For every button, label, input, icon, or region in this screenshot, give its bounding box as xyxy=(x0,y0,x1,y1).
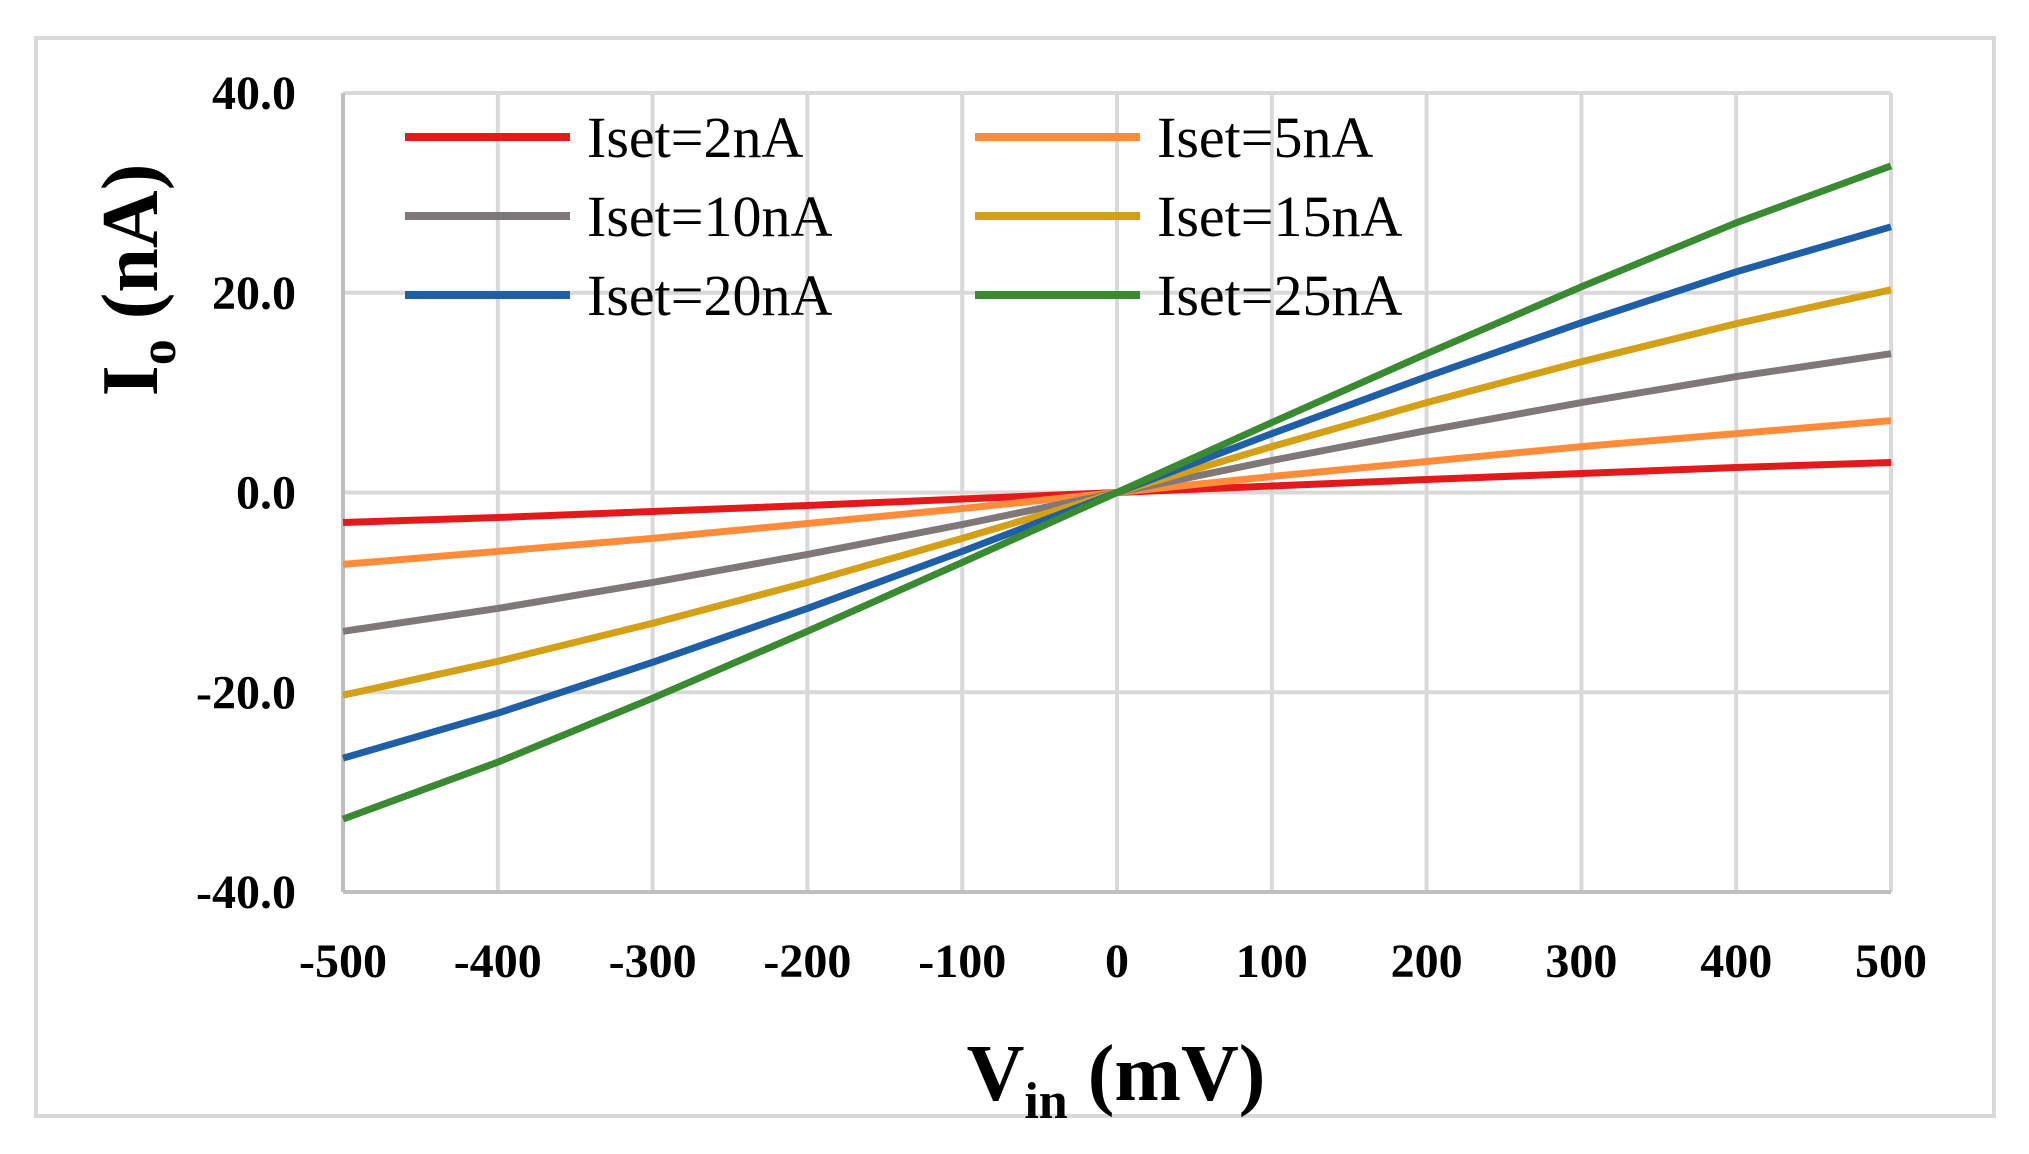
axes xyxy=(341,93,1891,894)
x-axis-title-sub: in xyxy=(1024,1073,1067,1130)
x-axis-title-unit: (mV) xyxy=(1068,1030,1266,1118)
y-tick-label: -20.0 xyxy=(196,666,296,719)
legend-label-iset-25na: Iset=25nA xyxy=(1157,263,1402,328)
y-tick-label: 20.0 xyxy=(212,267,296,320)
x-tick-label: -500 xyxy=(299,935,387,988)
x-tick-label: -400 xyxy=(454,935,542,988)
y-tick-label: -40.0 xyxy=(196,866,296,919)
x-tick-label: 400 xyxy=(1700,935,1772,988)
y-axis-title-unit: (nA) xyxy=(87,164,175,340)
legend-label-iset-5na: Iset=5nA xyxy=(1157,105,1373,170)
x-tick-label: -200 xyxy=(763,935,851,988)
legend-label-iset-10na: Iset=10nA xyxy=(587,184,832,249)
y-axis-title: Io (nA) xyxy=(87,164,187,397)
x-tick-label: -300 xyxy=(609,935,697,988)
x-tick-labels: -500 -400 -300 -200 -100 0 100 200 300 400 500 xyxy=(299,935,1927,988)
legend-label-iset-2na: Iset=2nA xyxy=(587,105,803,170)
legend: Iset=2nA Iset=5nA Iset=10nA Iset=15nA Iset=2… xyxy=(405,105,1402,328)
x-tick-label: 100 xyxy=(1236,935,1308,988)
y-axis-title-main: I xyxy=(87,365,175,396)
y-tick-label: 40.0 xyxy=(212,67,296,120)
x-axis-title: Vin (mV) xyxy=(967,1030,1266,1130)
legend-label-iset-20na: Iset=20nA xyxy=(587,263,832,328)
x-tick-label: 0 xyxy=(1105,935,1129,988)
y-tick-label: 0.0 xyxy=(236,467,296,520)
x-tick-label: 200 xyxy=(1391,935,1463,988)
series-line-iset-25na xyxy=(341,162,1893,823)
y-axis-title-sub: o xyxy=(130,339,187,365)
x-tick-label: 500 xyxy=(1855,935,1927,988)
x-tick-label: 300 xyxy=(1545,935,1617,988)
legend-label-iset-15na: Iset=15nA xyxy=(1157,184,1402,249)
x-axis-title-main: V xyxy=(967,1030,1025,1118)
y-tick-labels: 40.0 20.0 0.0 -20.0 -40.0 xyxy=(196,67,296,919)
x-tick-label: -100 xyxy=(918,935,1006,988)
series-lines xyxy=(341,162,1893,823)
